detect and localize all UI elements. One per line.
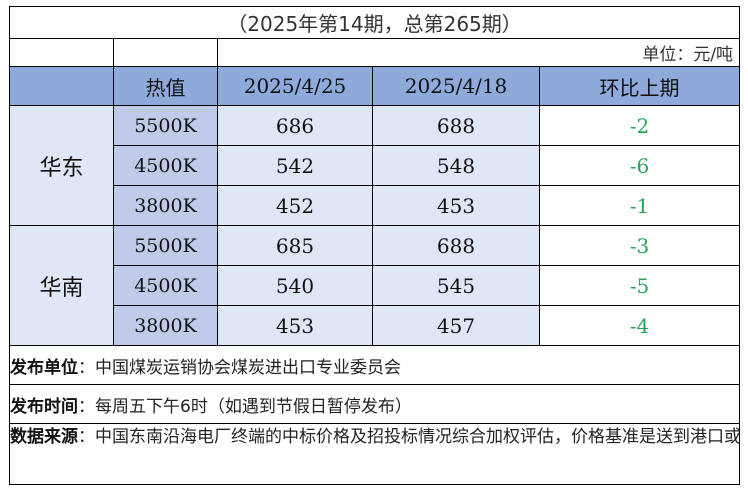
current-price-cell: 686 [217, 105, 373, 146]
table-row: 4500K 540 545 -5 [10, 265, 741, 306]
publisher-info: 发布单位：中国煤炭运销协会煤炭进出口专业委员会 [8, 345, 741, 385]
previous-price-cell: 688 [372, 105, 540, 146]
header-heat: 热值 [113, 66, 218, 106]
current-price-cell: 685 [217, 225, 373, 266]
header-row: 热值 2025/4/25 2025/4/18 环比上期 [9, 66, 741, 106]
change-cell: -2 [538, 105, 741, 146]
region-label: 华南 [9, 225, 114, 346]
table-row: 华南 5500K 685 688 -3 [9, 225, 741, 346]
previous-price-cell: 688 [372, 225, 540, 266]
heat-cell: 3800K [113, 305, 218, 346]
heat-cell: 4500K [113, 265, 218, 306]
previous-price-cell: 453 [372, 185, 540, 226]
data-source-row: 数据来源：中国东南沿海电厂终端的中标价格及招投标情况综合加权评估，价格基准是送到… [8, 423, 741, 485]
publish-time-label: 发布时间 [10, 396, 78, 417]
heat-cell: 4500K [113, 145, 218, 186]
data-source-label: 数据来源 [10, 427, 78, 447]
unit-row: 单位：元/吨 [9, 38, 741, 67]
header-change: 环比上期 [538, 66, 741, 106]
current-price-cell: 453 [217, 305, 373, 346]
coal-price-table: （2025年第14期，总第265期） 单位：元/吨 热值 2025/4/25 2… [8, 6, 741, 485]
change-cell: -6 [538, 145, 741, 186]
current-price-cell: 540 [217, 265, 373, 306]
issue-title: （2025年第14期，总第265期） [8, 6, 741, 39]
publish-time-value: ：每周五下午6时（如遇到节假日暂停发布） [78, 396, 412, 417]
table-row: 4500K 542 548 -6 [10, 145, 741, 186]
region-label: 华东 [9, 105, 114, 226]
table-row: 华东 5500K 686 688 -2 [9, 105, 741, 226]
publisher-row: 发布单位：中国煤炭运销协会煤炭进出口专业委员会 [8, 345, 741, 385]
current-price-cell: 542 [217, 145, 373, 186]
change-cell: -3 [538, 225, 741, 266]
publisher-value: ：中国煤炭运销协会煤炭进出口专业委员会 [78, 357, 401, 378]
title-row: （2025年第14期，总第265期） [8, 6, 741, 39]
data-source-info: 数据来源：中国东南沿海电厂终端的中标价格及招投标情况综合加权评估，价格基准是送到… [8, 423, 741, 485]
table-row: 3800K 453 457 -4 [10, 305, 741, 346]
change-cell: -4 [538, 305, 741, 346]
current-price-cell: 452 [217, 185, 373, 226]
heat-cell: 5500K [113, 105, 218, 146]
unit-label: 单位：元/吨 [216, 38, 741, 67]
table-row: 3800K 452 453 -1 [10, 185, 741, 226]
previous-price-cell: 457 [372, 305, 540, 346]
change-cell: -1 [538, 185, 741, 226]
header-date-previous: 2025/4/18 [372, 66, 540, 106]
heat-cell: 5500K [113, 225, 218, 266]
header-date-current: 2025/4/25 [217, 66, 373, 106]
previous-price-cell: 548 [372, 145, 540, 186]
publish-time-info: 发布时间：每周五下午6时（如遇到节假日暂停发布） [8, 384, 741, 424]
publisher-label: 发布单位 [10, 357, 78, 378]
heat-cell: 3800K [113, 185, 218, 226]
previous-price-cell: 545 [372, 265, 540, 306]
publish-time-row: 发布时间：每周五下午6时（如遇到节假日暂停发布） [8, 384, 741, 424]
change-cell: -5 [538, 265, 741, 306]
data-source-value: ：中国东南沿海电厂终端的中标价格及招投标情况综合加权评估，价格基准是送到港口或者… [78, 427, 740, 447]
